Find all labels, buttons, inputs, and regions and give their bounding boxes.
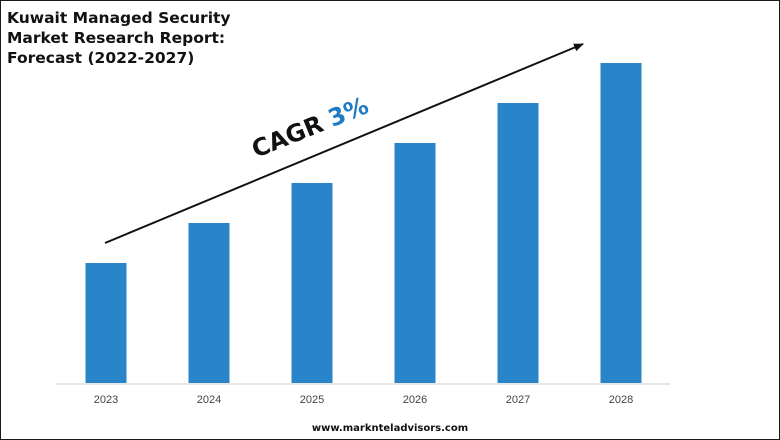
- x-tick-labels: 2023 2024 2025 2026 2027 2028: [94, 394, 633, 406]
- bar-2028: [600, 63, 642, 383]
- x-tick-2024: 2024: [197, 394, 221, 406]
- x-tick-2028: 2028: [609, 394, 633, 406]
- x-tick-2023: 2023: [94, 394, 118, 406]
- title-line-2: Market Research Report:: [7, 29, 226, 47]
- title-line-1: Kuwait Managed Security: [7, 9, 231, 27]
- bar-2026: [394, 143, 436, 383]
- x-tick-2026: 2026: [403, 394, 427, 406]
- footer-url: www.marknteladvisors.com: [311, 423, 469, 434]
- cagr-annotation: CAGR3%: [248, 91, 373, 163]
- bar-2024: [188, 223, 230, 383]
- x-tick-2025: 2025: [300, 394, 324, 406]
- cagr-value: 3%: [324, 91, 372, 132]
- bar-2023: [85, 263, 127, 383]
- chart-title: Kuwait Managed Security Market Research …: [7, 8, 267, 68]
- bars-group: [85, 63, 642, 383]
- title-line-3: Forecast (2022-2027): [7, 49, 195, 67]
- bar-2025: [291, 183, 333, 383]
- cagr-trend-arrow: [104, 43, 584, 244]
- x-tick-2027: 2027: [506, 394, 530, 406]
- bar-2027: [497, 103, 539, 383]
